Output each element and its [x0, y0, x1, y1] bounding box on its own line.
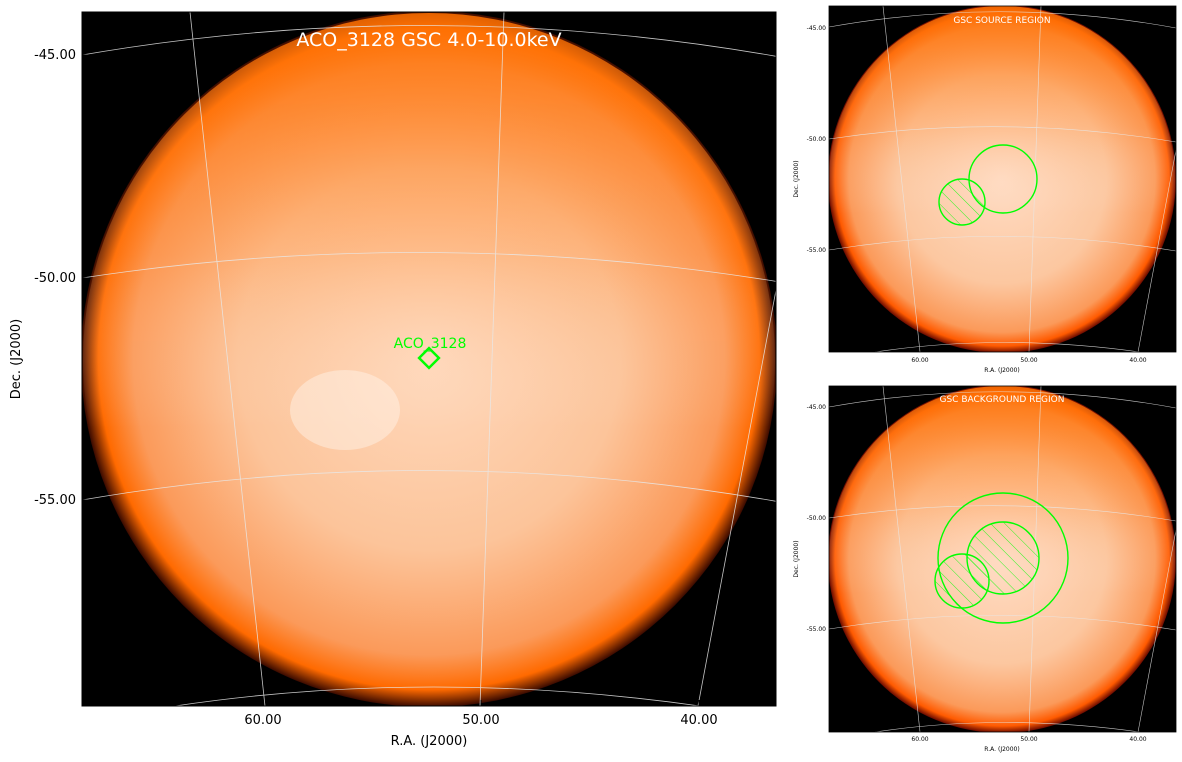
source-y-tick: -50.00	[807, 136, 827, 143]
main-coordinate-grid	[82, 12, 776, 706]
main-frame	[81, 11, 777, 707]
source-y-label: Dec. (J2000)	[793, 160, 800, 197]
background-x-label: R.A. (J2000)	[984, 746, 1019, 753]
main-title: ACO_3128 GSC 4.0-10.0keV	[296, 29, 561, 51]
main-x-tick: 40.00	[680, 713, 717, 728]
background-x-tick: 60.00	[911, 736, 928, 743]
background-y-tick: -45.00	[807, 404, 827, 411]
source-coordinate-grid	[829, 6, 1176, 352]
main-x-axis: 60.00 50.00 40.00 R.A. (J2000)	[244, 700, 718, 749]
background-y-tick: -50.00	[807, 515, 827, 522]
source-label: ACO_3128	[394, 336, 467, 352]
main-x-label: R.A. (J2000)	[391, 734, 468, 749]
main-y-tick: -50.00	[34, 271, 76, 286]
main-x-tick: 50.00	[462, 713, 499, 728]
source-excluded-region	[938, 178, 986, 226]
main-y-tick: -45.00	[34, 48, 76, 63]
main-bright-patch	[290, 370, 400, 450]
main-x-tick: 60.00	[244, 713, 281, 728]
background-panel-title: GSC BACKGROUND REGION	[940, 395, 1065, 405]
source-y-tick: -45.00	[807, 25, 827, 32]
main-sky-shading	[83, 13, 775, 705]
source-y-tick: -55.00	[807, 247, 827, 254]
background-excluded-region	[934, 553, 990, 609]
source-circle-region	[968, 144, 1038, 214]
source-x-label: R.A. (J2000)	[984, 367, 1019, 374]
background-y-label: Dec. (J2000)	[793, 540, 800, 577]
source-frame	[828, 5, 1177, 353]
main-panel: ACO_3128 GSC 4.0-10.0keV ACO_3128 -45.00…	[9, 11, 777, 749]
background-frame	[828, 385, 1177, 733]
background-region-panel: GSC BACKGROUND REGION -45.00 -50.00 -55.…	[793, 385, 1177, 753]
source-region-panel: GSC SOURCE REGION -45.00 -50.00 -55.00 D…	[793, 5, 1177, 374]
background-x-tick: 50.00	[1020, 736, 1037, 743]
main-y-tick: -55.00	[34, 493, 76, 508]
main-y-axis: -45.00 -50.00 -55.00 Dec. (J2000)	[9, 48, 88, 508]
source-sky-shading	[829, 6, 1175, 352]
source-panel-title: GSC SOURCE REGION	[953, 16, 1050, 26]
background-x-tick: 40.00	[1129, 736, 1146, 743]
source-x-tick: 60.00	[911, 357, 928, 364]
source-marker-icon	[417, 346, 441, 370]
background-annulus-outer	[937, 492, 1069, 624]
background-y-tick: -55.00	[807, 626, 827, 633]
source-x-tick: 50.00	[1020, 357, 1037, 364]
source-x-tick: 40.00	[1129, 357, 1146, 364]
main-y-label: Dec. (J2000)	[9, 319, 24, 399]
